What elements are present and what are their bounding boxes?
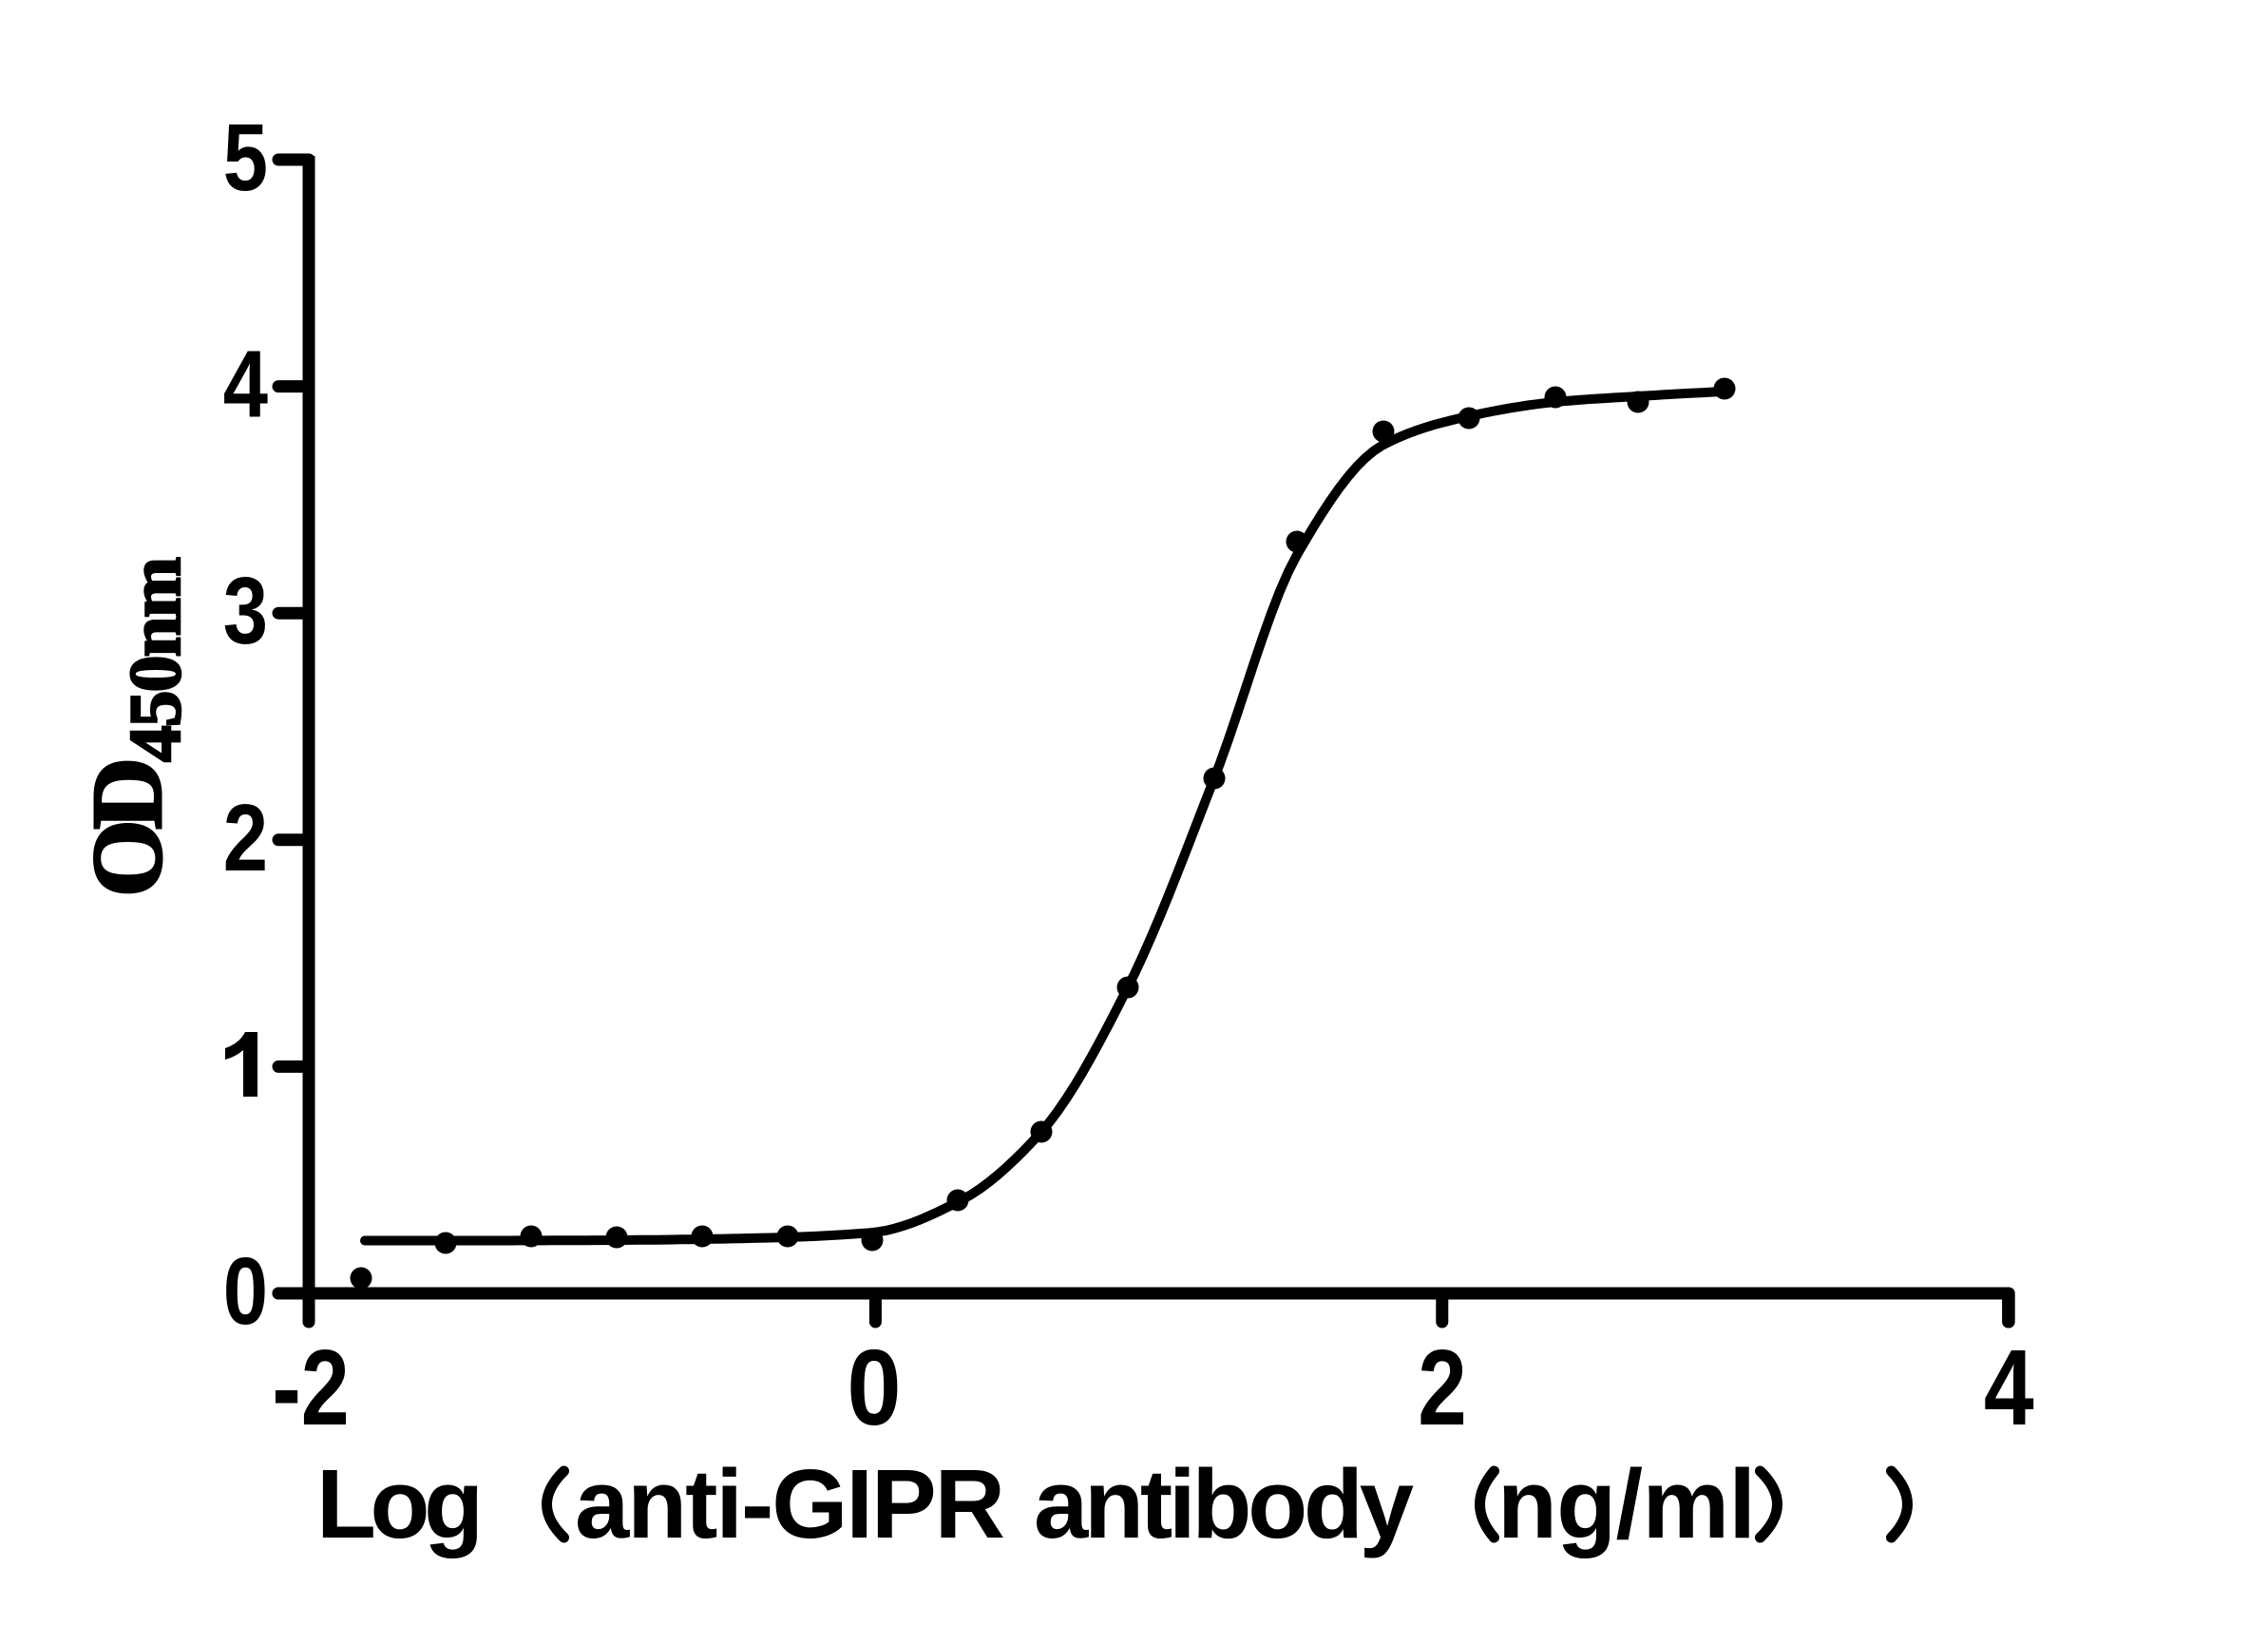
svg-text:OD: OD bbox=[71, 757, 182, 897]
svg-text:5: 5 bbox=[223, 104, 268, 210]
svg-text:4: 4 bbox=[1984, 1329, 2034, 1448]
svg-text:2: 2 bbox=[223, 784, 268, 890]
svg-text:2: 2 bbox=[1418, 1327, 1467, 1447]
svg-text:3: 3 bbox=[223, 558, 268, 664]
svg-text:ng/ml: ng/ml bbox=[1497, 1449, 1756, 1558]
svg-text:4: 4 bbox=[223, 331, 269, 437]
svg-text:anti-GIPR: anti-GIPR bbox=[575, 1449, 1005, 1558]
svg-text:450nm: 450nm bbox=[114, 557, 196, 762]
svg-text:0: 0 bbox=[223, 1237, 268, 1344]
svg-text:-2: -2 bbox=[272, 1328, 349, 1447]
svg-text:antibody: antibody bbox=[1034, 1449, 1414, 1558]
svg-text:Log: Log bbox=[316, 1449, 484, 1558]
svg-text:0: 0 bbox=[847, 1327, 901, 1447]
